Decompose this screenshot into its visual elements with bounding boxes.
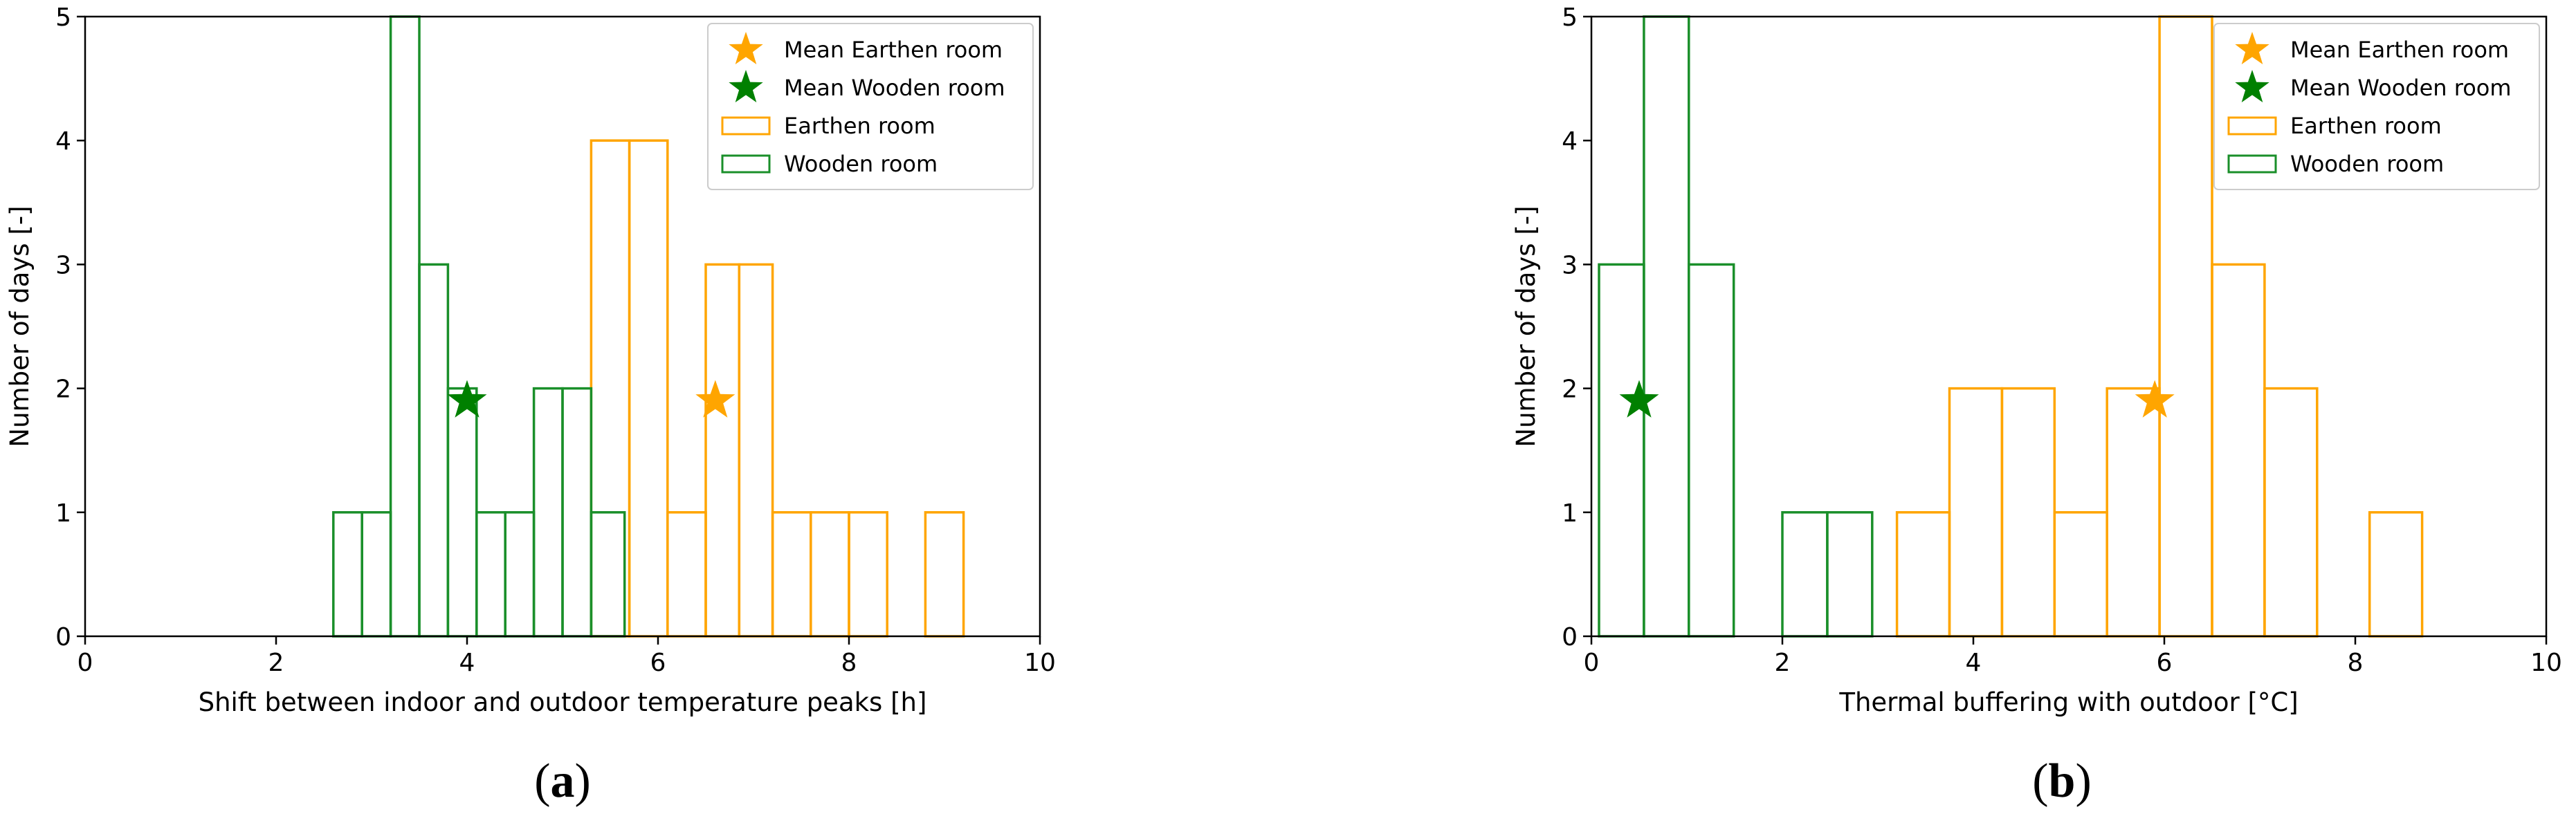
y-tick-label: 5 — [1562, 3, 1578, 32]
bar-wooden-room-0 — [332, 511, 363, 638]
axes-frame — [1590, 15, 2548, 638]
caption-letter: a — [551, 755, 575, 808]
x-axis-label: Shift between indoor and outdoor tempera… — [199, 687, 927, 717]
bar-earthen-room-2 — [2000, 387, 2056, 638]
bar-wooden-room-8 — [561, 387, 593, 638]
x-tick-label: 10 — [2530, 649, 2562, 677]
bar-wooden-room-2 — [1688, 263, 1735, 638]
bar-earthen-room-1 — [1948, 387, 2004, 638]
bar-earthen-room-7 — [2263, 387, 2319, 638]
legend-label: Mean Wooden room — [784, 75, 1005, 101]
panel-a: 0 2 4 6 8 10 0 1 2 3 4 5 Shift between indoor and ou… — [5, 3, 1056, 808]
axes-frame — [84, 15, 1041, 638]
legend-label: Earthen room — [2290, 113, 2442, 139]
y-axis-label: Number of days [-] — [5, 205, 35, 447]
bar-earthen-room-7 — [848, 511, 888, 638]
panel-caption: (b) — [2032, 755, 2092, 808]
bar-earthen-room-4 — [2105, 387, 2161, 638]
bar-earthen-room-1 — [628, 139, 669, 638]
y-tick-label: 3 — [1562, 251, 1578, 279]
bar-wooden-room-2 — [389, 15, 421, 638]
bar-wooden-room-9 — [590, 511, 626, 638]
bar-earthen-room-0 — [1895, 511, 1951, 638]
series-earthen-room — [590, 139, 965, 638]
legend-label: Mean Wooden room — [2290, 75, 2512, 101]
x-tick-label: 10 — [1024, 649, 1056, 677]
x-tick-label: 6 — [2157, 649, 2173, 677]
legend-patch-wooden-room — [2227, 154, 2277, 174]
series-wooden-room — [332, 15, 626, 638]
panel-b: 0 2 4 6 8 10 0 1 2 3 4 5 Thermal buffering with outd… — [1511, 3, 2562, 808]
legend-marker-mean-earthen-room — [2235, 32, 2269, 64]
x-tick-label: 8 — [841, 649, 857, 677]
legend: Mean Earthen room Mean Wooden room Earthen… — [2213, 23, 2540, 190]
x-tick-label: 4 — [1966, 649, 1982, 677]
bar-wooden-room-1 — [360, 511, 392, 638]
y-tick-label: 4 — [1562, 127, 1578, 156]
legend-box — [2213, 23, 2540, 190]
legend-marker-mean-wooden-room — [729, 70, 763, 102]
legend-patch-wooden-room — [721, 154, 771, 174]
y-tick-label: 0 — [1562, 623, 1578, 651]
x-axis-label: Thermal buffering with outdoor [°C] — [1838, 687, 2298, 717]
bar-earthen-room-3 — [704, 263, 741, 638]
bar-wooden-room-6 — [504, 511, 536, 638]
bar-earthen-room-5 — [771, 511, 812, 638]
bar-wooden-room-5 — [475, 511, 506, 638]
bar-earthen-room-3 — [2053, 511, 2108, 638]
y-tick-label: 3 — [55, 251, 71, 279]
legend-label: Mean Earthen room — [784, 37, 1003, 63]
x-tick-label: 2 — [268, 649, 284, 677]
legend-box — [707, 23, 1034, 190]
legend-label: Earthen room — [784, 113, 935, 139]
caption-letter: b — [2049, 755, 2076, 808]
marker-mean-wooden-room — [447, 380, 487, 418]
marker-mean-wooden-room — [1619, 380, 1659, 418]
legend: Mean Earthen room Mean Wooden room Earthen… — [707, 23, 1034, 190]
series-wooden-room — [1598, 15, 1874, 638]
y-tick-label: 2 — [55, 376, 71, 404]
x-tick-label: 2 — [1775, 649, 1791, 677]
bar-earthen-room-6 — [810, 511, 850, 638]
bar-earthen-room-2 — [666, 511, 707, 638]
y-tick-label: 0 — [55, 623, 71, 651]
y-axis-label: Number of days [-] — [1511, 205, 1541, 447]
legend-label: Wooden room — [784, 151, 938, 177]
bar-earthen-room-5 — [2158, 15, 2213, 638]
x-tick-label: 6 — [650, 649, 666, 677]
legend-marker-mean-wooden-room — [2235, 70, 2269, 102]
bar-wooden-room-1 — [1643, 15, 1690, 638]
marker-mean-earthen-room — [695, 380, 736, 418]
bar-wooden-room-7 — [532, 387, 564, 638]
bar-wooden-room-3 — [1781, 511, 1829, 638]
legend-patch-earthen-room — [2227, 116, 2277, 136]
y-tick-label: 1 — [55, 499, 71, 528]
marker-mean-earthen-room — [2135, 380, 2175, 418]
x-tick-label: 0 — [1584, 649, 1600, 677]
bar-wooden-room-4 — [446, 387, 478, 638]
x-tick-label: 4 — [459, 649, 475, 677]
bar-wooden-room-4 — [1826, 511, 1874, 638]
legend-label: Mean Earthen room — [2290, 37, 2509, 63]
bar-earthen-room-8 — [2368, 511, 2424, 638]
bar-earthen-room-4 — [738, 263, 774, 638]
bar-wooden-room-0 — [1598, 263, 1645, 638]
y-tick-label: 4 — [55, 127, 71, 156]
x-tick-label: 8 — [2348, 649, 2364, 677]
panel-caption: (a) — [534, 755, 591, 808]
bar-earthen-room-6 — [2211, 263, 2266, 638]
legend-marker-mean-earthen-room — [729, 32, 763, 64]
y-tick-label: 1 — [1562, 499, 1578, 528]
x-tick-label: 0 — [77, 649, 93, 677]
bar-wooden-room-3 — [418, 263, 450, 638]
bar-earthen-room-8 — [924, 511, 965, 638]
y-tick-label: 2 — [1562, 376, 1578, 404]
legend-label: Wooden room — [2290, 151, 2444, 177]
y-tick-label: 5 — [55, 3, 71, 32]
legend-patch-earthen-room — [721, 116, 771, 136]
